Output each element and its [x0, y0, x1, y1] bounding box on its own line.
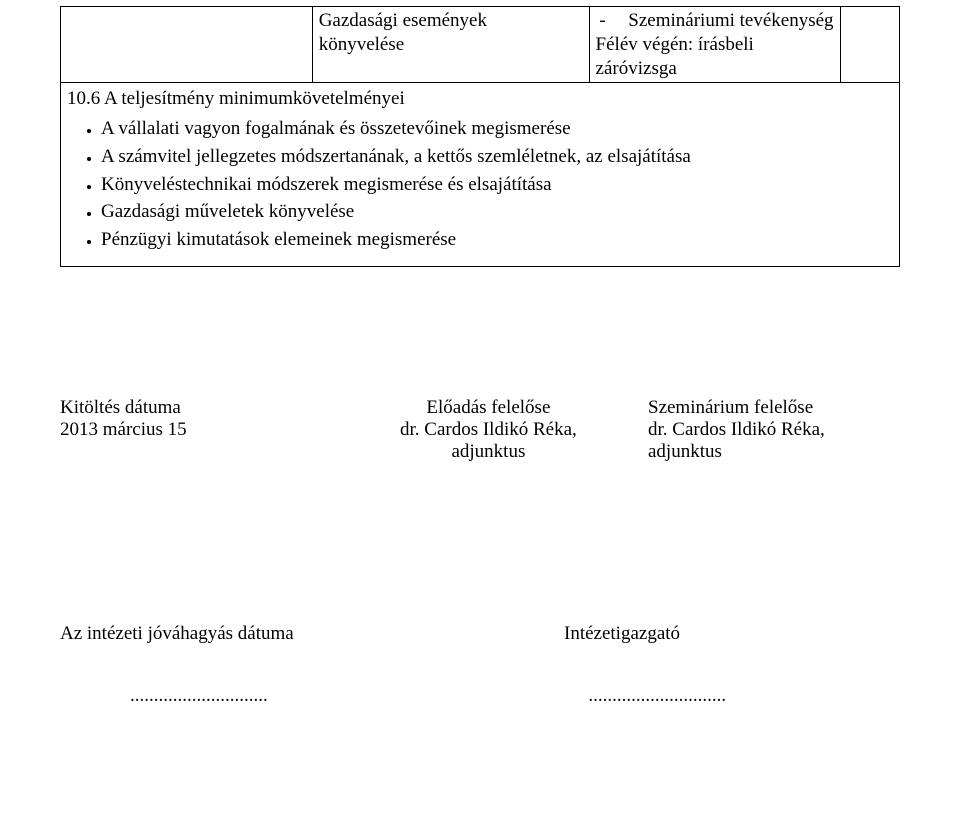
table-row: 10.6 A teljesítmény minimumkövetelményei…: [61, 83, 900, 267]
signature-left: Kitöltés dátuma 2013 március 15: [60, 397, 329, 463]
sig-mid-line2: adjunktus: [354, 441, 623, 463]
cell-empty-d: [841, 7, 900, 83]
colc-bullet-line: - Szemináriumi tevékenység: [596, 9, 835, 33]
list-item: Pénzügyi kimutatások elemeinek megismeré…: [101, 226, 893, 254]
dots-row: ............................. ..........…: [60, 685, 900, 707]
colb-text-line1: Gazdasági események: [319, 9, 583, 33]
sig-mid-line1: dr. Cardos Ildikó Réka,: [354, 419, 623, 441]
sig-right-line2: adjunktus: [648, 441, 900, 463]
section-title: 10.6 A teljesítmény minimumkövetelményei: [67, 87, 893, 111]
section-cell: 10.6 A teljesítmény minimumkövetelményei…: [61, 83, 900, 267]
sig-mid-label: Előadás felelőse: [354, 397, 623, 419]
signature-right: Szeminárium felelőse dr. Cardos Ildikó R…: [648, 397, 900, 463]
signature-block: Kitöltés dátuma 2013 március 15 Előadás …: [60, 397, 900, 463]
colb-text-line2: könyvelése: [319, 33, 583, 57]
table-row: Gazdasági események könyvelése - Szeminá…: [61, 7, 900, 83]
colc-line4: záróvizsga: [596, 57, 835, 81]
sig-left-value: 2013 március 15: [60, 419, 329, 441]
cell-empty-a: [61, 7, 313, 83]
signature-row: Kitöltés dátuma 2013 március 15 Előadás …: [60, 397, 900, 463]
approval-left: Az intézeti jóváhagyás dátuma: [60, 623, 522, 645]
cell-col-c: - Szemináriumi tevékenység Félév végén: …: [589, 7, 841, 83]
approval-right: Intézetigazgató: [564, 623, 900, 645]
list-item: A számvitel jellegzetes módszertanának, …: [101, 143, 893, 171]
dots-left: .............................: [60, 685, 558, 707]
list-item: Könyveléstechnikai módszerek megismerése…: [101, 171, 893, 199]
dots-right: .............................: [558, 685, 900, 707]
cell-col-b: Gazdasági események könyvelése: [312, 7, 589, 83]
approval-row: Az intézeti jóváhagyás dátuma Intézetiga…: [60, 623, 900, 645]
sig-right-line1: dr. Cardos Ildikó Réka,: [648, 419, 900, 441]
sig-left-label: Kitöltés dátuma: [60, 397, 329, 419]
content-table: Gazdasági események könyvelése - Szeminá…: [60, 6, 900, 267]
bullet-list: A vállalati vagyon fogalmának és összete…: [101, 115, 893, 254]
dash-icon: -: [596, 9, 610, 33]
list-item: Gazdasági műveletek könyvelése: [101, 198, 893, 226]
colc-bullet-text: Szemináriumi tevékenység: [614, 10, 833, 31]
signature-middle: Előadás felelőse dr. Cardos Ildikó Réka,…: [354, 397, 623, 463]
sig-right-label: Szeminárium felelőse: [648, 397, 900, 419]
list-item: A vállalati vagyon fogalmának és összete…: [101, 115, 893, 143]
colc-line3: Félév végén: írásbeli: [596, 33, 835, 57]
document-page: Gazdasági események könyvelése - Szeminá…: [0, 0, 960, 707]
